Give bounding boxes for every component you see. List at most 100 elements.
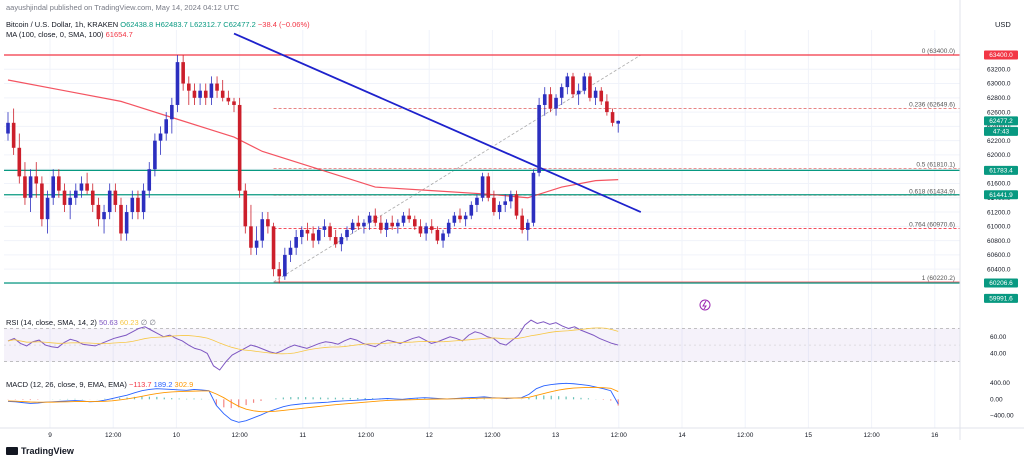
ma-label: MA (100, close, 0, SMA, 100) [6, 30, 104, 39]
candle-body [599, 90, 604, 102]
candle-body [418, 226, 423, 234]
rsi-sma-value: 60.23 [119, 318, 139, 327]
level-price-badge: 63400.0 [989, 52, 1013, 59]
macd-tick-label: 0.00 [990, 396, 1003, 403]
candle-body [181, 62, 185, 84]
level-price-badge-bg [984, 190, 1018, 200]
rsi-legend[interactable]: RSI (14, close, SMA, 14, 2) 50.63 60.23 … [6, 318, 156, 327]
published-by: aayushjindal published on TradingView.co… [6, 3, 240, 12]
candle-body [34, 176, 39, 184]
candle-body [40, 183, 44, 220]
candle-body [446, 222, 451, 234]
macd-legend[interactable]: MACD (12, 26, close, 9, EMA, EMA) −113.7… [6, 380, 193, 389]
macd-signal-line [7, 386, 619, 413]
candle-body [441, 233, 445, 241]
candle-body [136, 197, 140, 213]
price-tick-label: 60400.0 [987, 266, 1011, 273]
candle-body [452, 215, 457, 223]
candle-body [243, 190, 248, 227]
candle-body [339, 237, 344, 245]
candle-body [367, 215, 372, 223]
candle-body [390, 222, 394, 227]
candle-body [497, 204, 502, 213]
candle-body [90, 190, 95, 205]
candle-body [582, 76, 587, 91]
candle-body [271, 226, 276, 270]
symbol-title: Bitcoin / U.S. Dollar, 1h, KRAKEN [6, 20, 119, 29]
rsi-tick-label: 40.00 [990, 350, 1007, 357]
time-tick-label: 9 [48, 432, 52, 439]
candle-body [96, 204, 101, 220]
tradingview-logo[interactable]: TradingView [6, 446, 74, 456]
macd-signal-value: 302.9 [174, 380, 194, 389]
candle-body [475, 197, 479, 205]
currency-label: USD [995, 20, 1011, 29]
candle-body [215, 83, 219, 91]
time-tick-label: 13 [552, 432, 560, 439]
candle-body [559, 87, 564, 98]
candle-body [249, 226, 253, 248]
candle-body [610, 112, 615, 123]
rsi-tick-label: 60.00 [990, 334, 1007, 341]
candle-body [458, 215, 462, 220]
time-tick-label: 12:00 [358, 432, 375, 439]
price-badge: 62477.2 [989, 118, 1013, 125]
candle-body [571, 76, 575, 95]
candle-body [300, 229, 304, 238]
time-tick-label: 10 [173, 432, 181, 439]
candle-body [232, 101, 236, 105]
candle-body [266, 219, 270, 227]
candle-body [124, 212, 129, 234]
candle-body [593, 90, 598, 98]
ma-legend[interactable]: MA (100, close, 0, SMA, 100) 61654.7 [6, 30, 133, 39]
candle-body [413, 219, 417, 227]
candle-body [328, 226, 332, 238]
candle-body [537, 104, 541, 173]
rsi-empty-2: ∅ [149, 318, 156, 327]
time-tick-label: 12 [426, 432, 434, 439]
candle-body [45, 197, 50, 220]
candle-body [379, 222, 383, 230]
candle-body [616, 120, 620, 124]
candle-body [311, 233, 315, 241]
candle-body [305, 229, 310, 234]
candle-body [51, 176, 55, 198]
candle-body [588, 76, 592, 98]
rsi-label: RSI (14, close, SMA, 14, 2) [6, 318, 97, 327]
candle-body [435, 229, 440, 241]
price-tick-label: 61600.0 [987, 181, 1011, 188]
candle-body [170, 104, 174, 120]
lightning-icon[interactable] [699, 299, 711, 311]
candle-body [322, 226, 327, 230]
candle-body [350, 222, 355, 230]
level-price-badge: 61441.9 [989, 192, 1013, 199]
candle-body [119, 204, 123, 234]
candle-body [6, 122, 10, 134]
ma-value: 61654.7 [105, 30, 133, 39]
candle-body [480, 176, 485, 198]
candle-body [429, 226, 434, 230]
candle-body [509, 194, 513, 202]
candle-body [237, 104, 242, 191]
candle-body [85, 183, 89, 191]
candle-body [514, 194, 519, 216]
candle-body [277, 269, 281, 277]
candle-body [158, 133, 163, 141]
time-tick-label: 12:00 [737, 432, 754, 439]
candle-body [333, 237, 338, 245]
price-badge-bg [984, 293, 1018, 303]
macd-tick-label: 400.00 [990, 380, 1010, 387]
candle-body [260, 219, 265, 241]
level-price-badge-bg [984, 278, 1018, 288]
rsi-value: 50.63 [98, 318, 118, 327]
time-tick-label: 12:00 [231, 432, 248, 439]
candle-body [192, 90, 197, 98]
candle-body [469, 204, 474, 216]
fib-level-label: 0.5 (61810.1) [916, 161, 955, 168]
candle-body [503, 201, 507, 205]
time-tick-label: 11 [299, 432, 306, 439]
macd-line-value: 189.2 [153, 380, 173, 389]
fib-level-label: 0.618 (61434.9) [909, 188, 955, 195]
fib-level-label: 1 (60220.2) [922, 275, 955, 282]
